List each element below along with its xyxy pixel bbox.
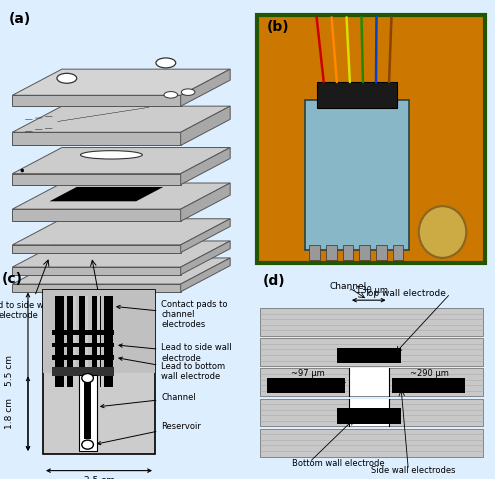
- Circle shape: [419, 206, 466, 258]
- Bar: [260, 399, 483, 426]
- Text: Side wall electrodes: Side wall electrodes: [371, 467, 456, 476]
- Bar: [260, 338, 483, 366]
- Bar: [349, 399, 389, 426]
- Text: (b): (b): [267, 20, 290, 34]
- Bar: [343, 245, 353, 261]
- Polygon shape: [12, 132, 181, 146]
- Bar: [260, 429, 483, 456]
- Polygon shape: [12, 258, 230, 284]
- Bar: [317, 82, 397, 108]
- Bar: [393, 377, 465, 393]
- Bar: [267, 377, 346, 393]
- Bar: [92, 296, 100, 387]
- Bar: [393, 245, 403, 261]
- Bar: [326, 245, 337, 261]
- Bar: [79, 296, 89, 387]
- Polygon shape: [12, 106, 230, 132]
- Text: 5.5 cm: 5.5 cm: [5, 354, 14, 386]
- Bar: [51, 355, 114, 360]
- Ellipse shape: [164, 91, 178, 98]
- Polygon shape: [181, 148, 230, 184]
- Text: 1.8 cm: 1.8 cm: [5, 398, 14, 429]
- Text: Lead to top wall
electrode: Lead to top wall electrode: [65, 301, 133, 320]
- Text: Channel: Channel: [100, 393, 196, 408]
- Text: Bottom wall electrode: Bottom wall electrode: [292, 458, 385, 468]
- Polygon shape: [12, 245, 181, 252]
- Text: Lead to side wall
electrode: Lead to side wall electrode: [0, 301, 54, 320]
- Circle shape: [21, 169, 24, 172]
- Polygon shape: [181, 69, 230, 106]
- Polygon shape: [12, 241, 230, 267]
- Circle shape: [82, 440, 94, 449]
- Text: Top wall electrode: Top wall electrode: [364, 289, 446, 298]
- Bar: [73, 296, 76, 387]
- Text: (c): (c): [2, 272, 23, 286]
- Text: ~97 μm: ~97 μm: [291, 369, 325, 378]
- Text: Reservoir: Reservoir: [98, 422, 201, 445]
- Text: (a): (a): [9, 11, 31, 26]
- Ellipse shape: [80, 151, 143, 159]
- Text: Lead to side wall
electrode: Lead to side wall electrode: [119, 343, 232, 363]
- Bar: [376, 245, 387, 261]
- Polygon shape: [12, 174, 181, 184]
- Polygon shape: [12, 284, 181, 292]
- Polygon shape: [181, 106, 230, 146]
- Bar: [305, 100, 409, 250]
- Bar: [51, 342, 114, 347]
- Ellipse shape: [181, 89, 195, 95]
- Bar: [359, 245, 370, 261]
- Bar: [67, 296, 76, 387]
- Bar: [260, 308, 483, 336]
- Text: ~290 μm: ~290 μm: [410, 369, 449, 378]
- Bar: [55, 296, 64, 387]
- Bar: [98, 296, 100, 387]
- Circle shape: [82, 374, 94, 383]
- Polygon shape: [12, 69, 230, 95]
- Bar: [337, 408, 401, 424]
- Polygon shape: [181, 241, 230, 275]
- Polygon shape: [12, 148, 230, 174]
- Polygon shape: [181, 258, 230, 292]
- Polygon shape: [12, 219, 230, 245]
- Text: Channel: Channel: [329, 282, 366, 291]
- Ellipse shape: [57, 73, 77, 83]
- Polygon shape: [181, 219, 230, 252]
- Text: Contact pads to
channel
electrodes: Contact pads to channel electrodes: [117, 300, 228, 330]
- Ellipse shape: [156, 58, 176, 68]
- Bar: [337, 348, 401, 364]
- Text: 2.5 cm: 2.5 cm: [84, 477, 114, 479]
- Bar: [43, 289, 155, 454]
- Polygon shape: [57, 107, 149, 122]
- Bar: [85, 296, 88, 387]
- Bar: [349, 368, 389, 396]
- Bar: [79, 375, 97, 451]
- Bar: [104, 296, 113, 387]
- Text: ~130 μm: ~130 μm: [349, 286, 388, 295]
- Bar: [84, 382, 91, 439]
- Text: Lead to bottom
wall electrode: Lead to bottom wall electrode: [119, 357, 226, 381]
- Bar: [51, 330, 114, 335]
- Text: (d): (d): [262, 274, 285, 287]
- Polygon shape: [12, 95, 181, 106]
- Polygon shape: [12, 267, 181, 275]
- Bar: [51, 367, 114, 376]
- Polygon shape: [12, 183, 230, 209]
- Bar: [309, 245, 320, 261]
- Polygon shape: [181, 183, 230, 221]
- Polygon shape: [50, 187, 163, 201]
- Polygon shape: [12, 209, 181, 221]
- Bar: [260, 368, 483, 396]
- Bar: [43, 289, 155, 374]
